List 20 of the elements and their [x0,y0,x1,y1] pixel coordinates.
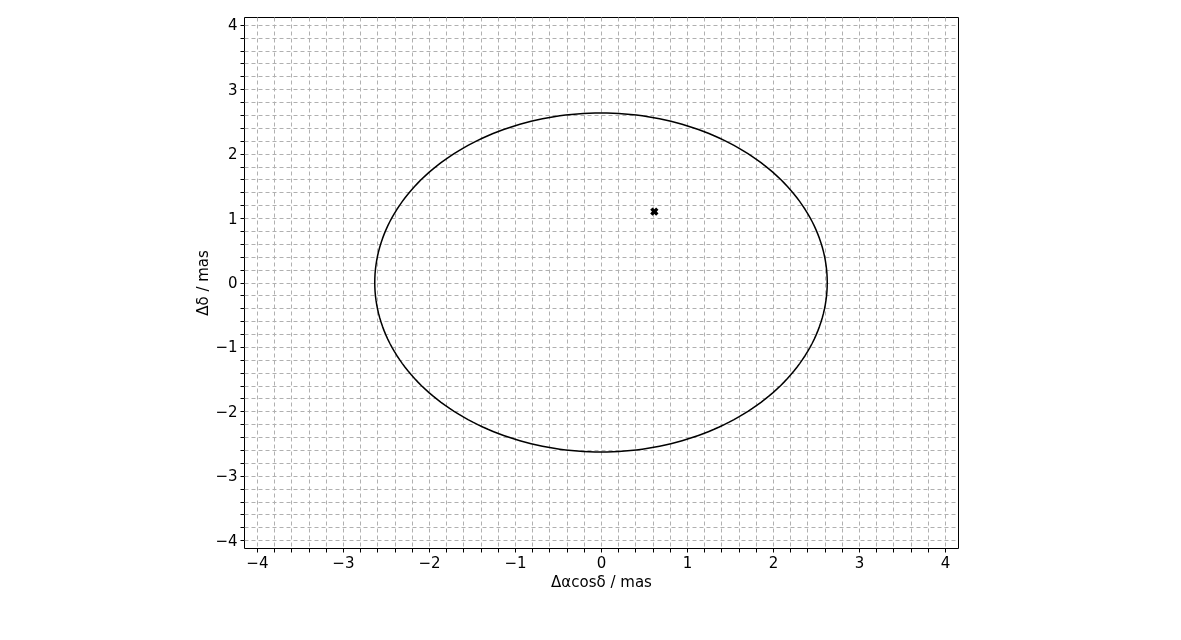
x-tick-label: 1 [682,553,693,572]
y-tick-label: 3 [227,80,238,99]
y-tick-label: 1 [227,209,238,228]
x-tick-label: −1 [504,553,527,572]
x-tick-label: −2 [418,553,441,572]
y-tick-label: 0 [227,274,238,292]
y-tick-label: −1 [215,338,238,357]
x-tick-label: −3 [332,553,355,572]
x-tick-label: 3 [854,553,865,572]
y-tick-label: 2 [227,145,238,164]
y-tick-label: −3 [215,467,238,486]
y-tick-label: 4 [227,16,238,35]
x-tick-label: 4 [940,553,951,572]
x-tick-label: 2 [768,553,779,572]
x-tick-label: 0 [596,553,607,572]
y-tick-label: −4 [215,531,238,550]
x-tick-label: −4 [246,553,269,572]
y-tick-label: −2 [215,402,238,421]
x-axis-title: Δαcosδ / mas [551,572,653,591]
y-axis-title: Δδ / mas [194,250,213,316]
